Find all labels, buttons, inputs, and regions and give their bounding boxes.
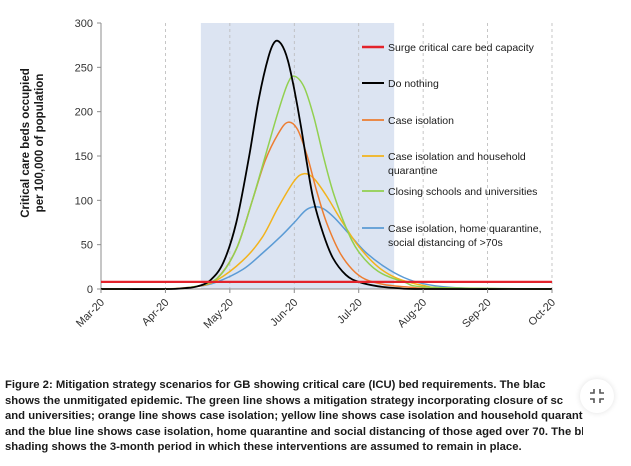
y-tick-label: 100 xyxy=(75,195,93,207)
caption-line-5: shading shows the 3-month period in whic… xyxy=(5,441,522,453)
legend-label-case: Case isolation xyxy=(388,115,454,127)
y-axis-label-line: Critical care beds occupied xyxy=(20,68,32,218)
chart: Critical care beds occupied per 100,000 o… xyxy=(20,18,558,331)
legend-label-household: Case isolation and household xyxy=(388,151,526,163)
x-tick-label: Oct-20 xyxy=(526,297,558,329)
y-tick-label: 150 xyxy=(75,151,93,163)
x-tick-label: Aug-20 xyxy=(396,297,430,331)
fullscreen-collapse-icon xyxy=(590,389,604,403)
y-tick-label: 50 xyxy=(81,240,93,252)
legend-label-social: social distancing of >70s xyxy=(388,237,503,249)
x-tick-label: Jun-20 xyxy=(268,297,300,329)
legend-label-surge: Surge critical care bed capacity xyxy=(388,42,535,54)
legend-label-nothing: Do nothing xyxy=(388,78,439,90)
legend-label-schools: Closing schools and universities xyxy=(388,186,537,198)
expand-image-button[interactable] xyxy=(580,379,614,413)
series-line-nothing xyxy=(100,39,553,290)
y-tick-label: 250 xyxy=(75,62,93,74)
figure-caption: Figure 2: Mitigation strategy scenarios … xyxy=(5,378,583,456)
x-tick-label: Jul-20 xyxy=(335,297,365,327)
legend-label-household: quarantine xyxy=(388,165,438,177)
x-tick-label: Apr-20 xyxy=(140,297,172,329)
caption-line-4: and the blue line shows case isolation, … xyxy=(5,425,583,438)
y-axis-label-line: per 100,000 of population xyxy=(34,74,46,213)
y-axis-label: Critical care beds occupied per 100,000 o… xyxy=(20,68,46,218)
y-tick-label: 0 xyxy=(87,284,93,296)
caption-line-2: shows the unmitigated epidemic. The gree… xyxy=(5,394,564,407)
y-tick-label: 300 xyxy=(75,18,93,30)
intervention-shading xyxy=(200,23,395,289)
caption-line-3: and universities; orange line shows case… xyxy=(5,410,583,422)
x-tick-label: Mar-20 xyxy=(74,297,107,330)
x-tick-label: May-20 xyxy=(202,297,236,331)
caption-line-1: Figure 2: Mitigation strategy scenarios … xyxy=(5,379,546,391)
y-tick-label: 200 xyxy=(75,107,93,119)
x-tick-label: Sep-20 xyxy=(460,297,494,331)
legend-label-social: Case isolation, home quarantine, xyxy=(388,223,542,235)
series-line-schools xyxy=(100,75,553,290)
